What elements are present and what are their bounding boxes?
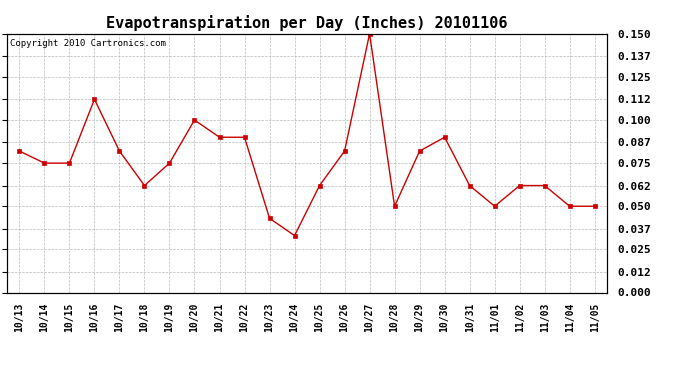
Title: Evapotranspiration per Day (Inches) 20101106: Evapotranspiration per Day (Inches) 2010… — [106, 15, 508, 31]
Text: Copyright 2010 Cartronics.com: Copyright 2010 Cartronics.com — [10, 39, 166, 48]
